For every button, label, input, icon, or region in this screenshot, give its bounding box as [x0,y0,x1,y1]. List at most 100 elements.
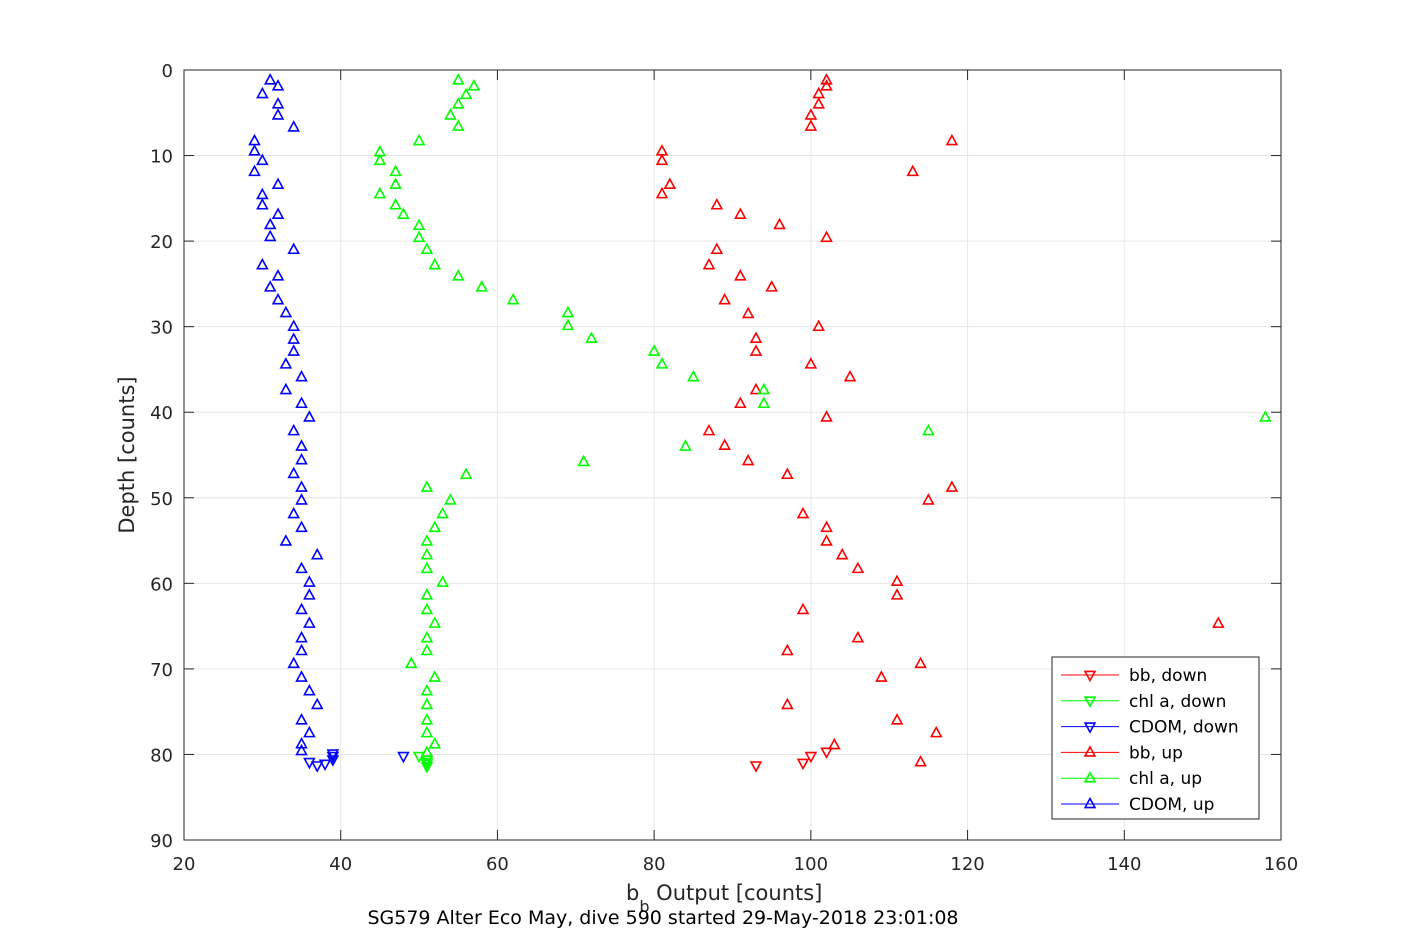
data-point [420,480,434,492]
data-point [295,743,308,756]
x-tick-label: 40 [329,854,352,875]
data-point [428,257,442,270]
data-point [820,520,833,533]
data-point [420,759,434,772]
data-point [295,561,308,574]
legend-label: CDOM, up [1129,795,1214,815]
data-point [444,493,457,505]
x-tick-label: 120 [950,854,984,875]
data-point [835,547,849,560]
data-point [326,755,340,767]
data-point [428,670,442,682]
legend-marker [1083,771,1097,783]
data-point [303,616,316,628]
y-tick-label: 0 [162,61,173,82]
data-point [303,683,316,696]
data-point [303,575,316,587]
data-point [451,73,465,85]
x-axis-label-subscript: b [639,897,649,916]
data-point [851,630,865,643]
series-bb-down [749,747,833,773]
legend-marker [1083,696,1097,708]
data-point [851,561,865,574]
data-point [248,144,261,156]
data-point [373,186,387,199]
data-point [389,198,402,210]
data-point [271,79,285,91]
data-point [710,242,724,255]
data-point [287,466,300,479]
data-point [263,280,277,292]
data-point [475,280,489,292]
data-point [796,506,810,519]
data-point [287,242,300,255]
data-point [295,439,308,451]
data-point [710,198,724,210]
data-point [287,332,300,344]
data-point [781,643,794,656]
data-point [890,574,904,586]
data-point [914,754,927,767]
data-point [256,198,269,210]
data-point [741,453,755,466]
x-axis-label-rest: Output [counts] [650,881,823,905]
data-point [279,382,293,395]
legend-label: chl a, down [1129,692,1226,712]
data-point [945,133,959,146]
legend-marker [1083,745,1097,757]
data-point [248,164,261,177]
data-point [303,588,316,600]
data-point [804,119,818,131]
data-point [929,725,943,738]
data-point [310,547,324,560]
data-point [459,467,473,480]
x-tick-label: 60 [486,854,509,875]
x-axis-label: bb Output [counts] [626,881,822,916]
data-point [287,344,300,356]
data-point [389,164,402,177]
data-point [326,749,340,761]
data-point [820,534,833,546]
data-point [679,439,692,451]
data-point [444,108,457,120]
data-point [420,643,434,656]
data-point [843,369,857,382]
legend-label: bb, down [1129,666,1207,686]
data-point [451,269,465,281]
data-point [804,108,818,120]
y-tick-label: 90 [150,831,173,852]
data-point [687,369,700,382]
data-point [287,506,300,519]
data-point [295,737,308,749]
data-point [263,229,277,242]
data-point [804,357,818,369]
data-point [271,97,285,109]
data-point [436,575,449,587]
data-point [655,153,669,166]
data-point [256,257,269,270]
data-point [412,230,426,243]
data-point [420,602,434,615]
y-tick-label: 60 [150,574,173,595]
data-point [922,423,935,436]
y-tick-label: 40 [150,403,173,424]
data-point [585,331,598,344]
y-tick-label: 10 [150,147,173,168]
data-point [749,344,763,356]
x-tick-label: 80 [643,854,666,875]
data-point [765,280,778,292]
y-tick-label: 20 [150,232,173,253]
data-point [420,242,434,255]
y-tick-label: 80 [150,745,173,766]
data-point [945,480,959,492]
data-point [295,520,308,533]
data-point [389,177,402,190]
data-point [734,396,747,409]
data-point [702,257,716,270]
data-point [420,683,434,696]
data-point [310,761,324,773]
data-point [467,79,481,91]
data-point [914,656,927,669]
data-point [781,467,794,480]
data-point [428,616,442,628]
